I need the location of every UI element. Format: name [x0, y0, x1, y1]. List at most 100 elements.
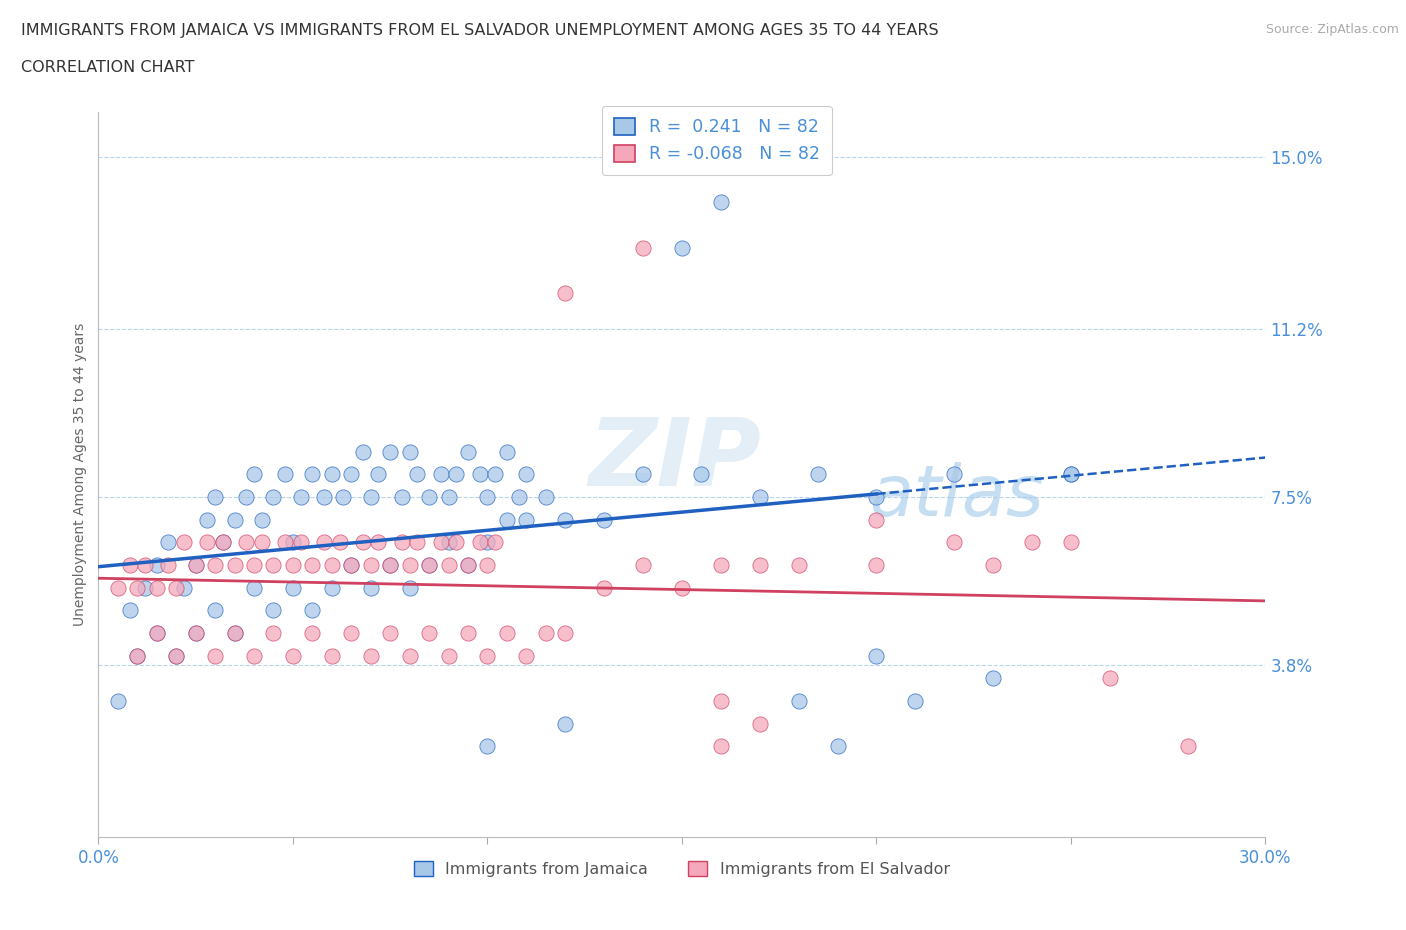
Point: [134, 580, 156, 595]
Point: [146, 580, 169, 595]
Point: [457, 558, 479, 573]
Point: [418, 626, 440, 641]
Point: [204, 558, 226, 573]
Point: [477, 738, 499, 753]
Point: [281, 558, 304, 573]
Point: [321, 648, 343, 663]
Point: [710, 195, 733, 210]
Point: [204, 648, 226, 663]
Point: [1060, 467, 1083, 482]
Point: [157, 535, 180, 550]
Point: [787, 694, 810, 709]
Point: [301, 603, 323, 618]
Point: [398, 580, 420, 595]
Point: [340, 626, 363, 641]
Point: [406, 535, 429, 550]
Point: [807, 467, 830, 482]
Point: [1021, 535, 1043, 550]
Point: [301, 467, 323, 482]
Point: [554, 286, 576, 300]
Text: Source: ZipAtlas.com: Source: ZipAtlas.com: [1265, 23, 1399, 36]
Text: atlas: atlas: [869, 461, 1043, 530]
Point: [429, 467, 451, 482]
Point: [367, 467, 389, 482]
Point: [165, 648, 187, 663]
Point: [671, 240, 693, 255]
Text: IMMIGRANTS FROM JAMAICA VS IMMIGRANTS FROM EL SALVADOR UNEMPLOYMENT AMONG AGES 3: IMMIGRANTS FROM JAMAICA VS IMMIGRANTS FR…: [21, 23, 939, 38]
Point: [904, 694, 927, 709]
Legend: Immigrants from Jamaica, Immigrants from El Salvador: Immigrants from Jamaica, Immigrants from…: [408, 855, 956, 884]
Point: [274, 467, 297, 482]
Point: [146, 626, 169, 641]
Point: [127, 648, 149, 663]
Point: [360, 580, 382, 595]
Point: [380, 558, 402, 573]
Point: [352, 535, 374, 550]
Point: [204, 603, 226, 618]
Point: [146, 626, 169, 641]
Point: [496, 626, 519, 641]
Point: [1060, 535, 1083, 550]
Point: [748, 716, 770, 731]
Point: [418, 558, 440, 573]
Point: [631, 240, 654, 255]
Point: [195, 512, 218, 527]
Point: [243, 467, 266, 482]
Point: [290, 489, 312, 504]
Point: [321, 467, 343, 482]
Point: [468, 535, 491, 550]
Point: [321, 558, 343, 573]
Point: [224, 558, 246, 573]
Point: [690, 467, 713, 482]
Point: [477, 535, 499, 550]
Point: [173, 580, 195, 595]
Point: [457, 445, 479, 459]
Point: [710, 558, 733, 573]
Point: [593, 580, 616, 595]
Point: [943, 467, 966, 482]
Point: [281, 648, 304, 663]
Point: [484, 535, 506, 550]
Point: [1177, 738, 1199, 753]
Point: [332, 489, 354, 504]
Point: [943, 535, 966, 550]
Point: [184, 626, 207, 641]
Text: ZIP: ZIP: [589, 414, 762, 506]
Point: [437, 535, 460, 550]
Point: [380, 626, 402, 641]
Point: [398, 558, 420, 573]
Point: [290, 535, 312, 550]
Point: [224, 626, 246, 641]
Point: [118, 558, 141, 573]
Point: [380, 558, 402, 573]
Point: [1060, 467, 1083, 482]
Point: [262, 626, 284, 641]
Point: [437, 558, 460, 573]
Point: [274, 535, 297, 550]
Point: [398, 445, 420, 459]
Point: [484, 467, 506, 482]
Point: [534, 626, 557, 641]
Point: [235, 489, 257, 504]
Point: [184, 558, 207, 573]
Point: [301, 558, 323, 573]
Point: [865, 558, 887, 573]
Point: [312, 535, 335, 550]
Point: [340, 558, 363, 573]
Point: [360, 489, 382, 504]
Point: [134, 558, 156, 573]
Point: [508, 489, 530, 504]
Point: [262, 558, 284, 573]
Point: [127, 648, 149, 663]
Point: [262, 489, 284, 504]
Point: [243, 648, 266, 663]
Point: [437, 489, 460, 504]
Point: [748, 489, 770, 504]
Point: [250, 535, 273, 550]
Point: [107, 694, 129, 709]
Point: [496, 512, 519, 527]
Point: [157, 558, 180, 573]
Point: [865, 648, 887, 663]
Point: [118, 603, 141, 618]
Point: [477, 489, 499, 504]
